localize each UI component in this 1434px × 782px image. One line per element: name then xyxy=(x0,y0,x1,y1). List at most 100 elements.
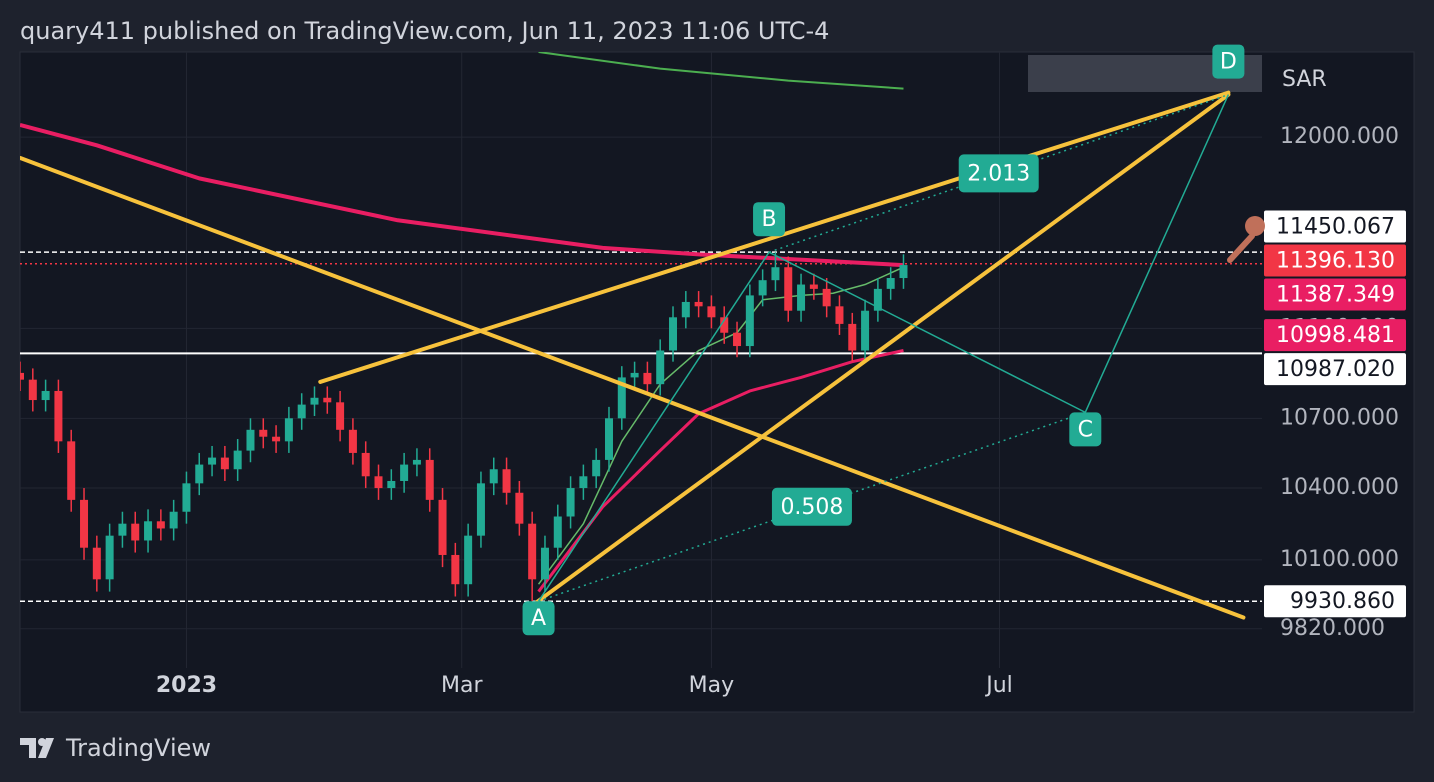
point-box xyxy=(753,202,786,237)
candle-body xyxy=(336,402,345,430)
logo xyxy=(20,738,54,758)
y-tick-label: 12000.000 xyxy=(1280,124,1399,149)
candle-body xyxy=(784,267,793,311)
candle-body xyxy=(41,390,50,401)
y-tick-label: 10400.000 xyxy=(1280,475,1399,500)
point-label: A xyxy=(531,606,546,631)
point-box xyxy=(522,601,555,636)
candle-body xyxy=(182,483,191,512)
candle-body xyxy=(707,306,716,318)
candle-body xyxy=(630,372,639,378)
trendline xyxy=(20,155,1246,620)
price-label: 11396.130 xyxy=(1276,249,1395,274)
candle-body xyxy=(425,459,434,500)
y-tick-label: 10700.000 xyxy=(1280,405,1399,430)
candle-body xyxy=(272,436,281,442)
candle-body xyxy=(476,483,485,536)
x-tick-label: Jul xyxy=(984,673,1013,698)
candle-body xyxy=(669,317,678,351)
chart-panel xyxy=(19,51,1415,713)
candle-body xyxy=(861,310,870,351)
candle-body xyxy=(144,521,153,541)
candle-body xyxy=(720,317,729,333)
candle-body xyxy=(54,390,63,442)
candle-body xyxy=(246,429,255,451)
candle-body xyxy=(733,332,742,347)
cursor-icon xyxy=(1227,216,1265,263)
candle-body xyxy=(105,535,114,580)
candle-body xyxy=(451,554,460,585)
price-label-box xyxy=(1264,278,1406,311)
footer: TradingView xyxy=(65,734,211,762)
candle-body xyxy=(822,288,831,307)
cursor-stem xyxy=(1227,233,1255,263)
candle-body xyxy=(745,295,754,347)
candle-body xyxy=(28,379,37,401)
pattern-leg xyxy=(537,94,1230,602)
candle-body xyxy=(464,535,473,585)
candle-body xyxy=(592,459,601,477)
candle-body xyxy=(80,499,89,548)
price-label-box xyxy=(1264,585,1406,618)
candle-body xyxy=(297,404,306,419)
candle-body xyxy=(553,516,562,548)
trendline xyxy=(535,92,1231,604)
point-label: B xyxy=(761,207,776,232)
ratio-box xyxy=(771,487,852,526)
point-box xyxy=(1212,44,1245,79)
candle-body xyxy=(208,457,217,465)
candle-body xyxy=(195,464,204,484)
candle-body xyxy=(617,377,626,419)
grid xyxy=(20,52,1262,668)
candle-body xyxy=(118,523,127,536)
trendline xyxy=(318,90,1231,384)
overlay: 12000.00011100.00010700.00010400.0001010… xyxy=(156,44,1406,698)
candle-body xyxy=(92,547,101,580)
price-label-box xyxy=(1264,353,1406,386)
point-box xyxy=(1069,412,1102,447)
y-tick-label: 9820.000 xyxy=(1280,616,1385,641)
x-tick-label: May xyxy=(689,673,734,698)
candle-body xyxy=(566,488,575,517)
candle-body xyxy=(233,450,242,470)
candle-body xyxy=(771,267,780,281)
candle-body xyxy=(131,523,140,541)
point-label: C xyxy=(1078,417,1093,442)
candle-body xyxy=(643,372,652,385)
candle-body xyxy=(348,429,357,453)
candle-body xyxy=(412,459,421,465)
candle-body xyxy=(515,492,524,524)
moving-average xyxy=(538,52,904,90)
candle-body xyxy=(361,452,370,477)
candle-body xyxy=(502,469,511,493)
candle-body xyxy=(886,278,895,289)
candle-body xyxy=(284,418,293,442)
candle-body xyxy=(20,372,24,380)
plot-area xyxy=(20,52,1262,620)
candle-body xyxy=(220,457,229,470)
price-label: 11450.067 xyxy=(1276,215,1395,240)
price-label: 10987.020 xyxy=(1276,357,1395,382)
price-label: 9930.860 xyxy=(1290,589,1395,614)
candle-body xyxy=(438,499,447,555)
moving-average xyxy=(20,122,904,268)
candle-body xyxy=(387,480,396,489)
candle-body xyxy=(400,464,409,481)
ratio-label: 0.508 xyxy=(780,495,843,520)
ratio-box xyxy=(958,154,1039,193)
candle-body xyxy=(848,323,857,351)
price-label-box xyxy=(1264,244,1406,277)
candle-body xyxy=(374,476,383,489)
candle-body xyxy=(310,397,319,405)
candle-body xyxy=(809,284,818,289)
candle-body xyxy=(540,547,549,580)
x-tick-label: 2023 xyxy=(156,673,217,698)
price-label: 11387.349 xyxy=(1276,283,1395,308)
x-tick-label: Mar xyxy=(441,673,483,698)
price-label-box xyxy=(1264,319,1406,352)
candle-body xyxy=(528,523,537,580)
price-label: 10998.481 xyxy=(1276,323,1395,348)
logo-mark xyxy=(20,738,54,758)
